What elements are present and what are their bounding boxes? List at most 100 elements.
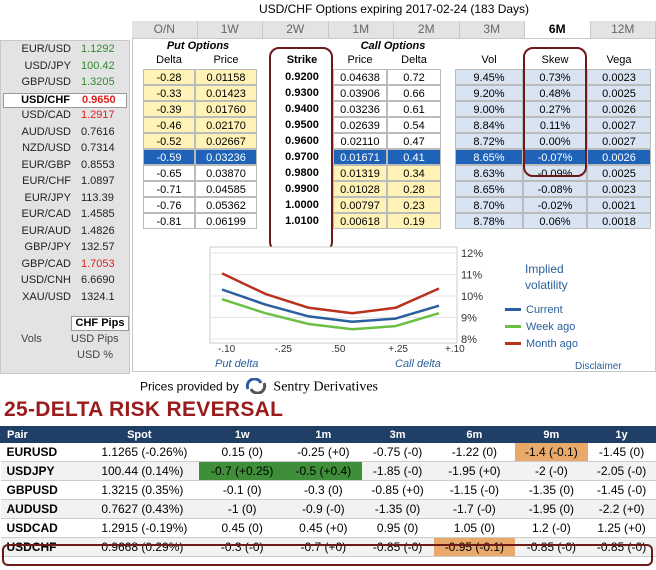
cell-pd[interactable]: -0.71 [143, 181, 195, 197]
cell-vega[interactable]: 0.0025 [587, 85, 651, 101]
tab-3m[interactable]: 3M [459, 21, 525, 38]
cell-cd[interactable]: 0.19 [387, 213, 441, 229]
cell-pd[interactable]: -0.28 [143, 69, 195, 85]
cell-cd[interactable]: 0.41 [387, 149, 441, 165]
cell-cp[interactable]: 0.02110 [333, 133, 387, 149]
cell-cp[interactable]: 0.01671 [333, 149, 387, 165]
pair-row-eurchf[interactable]: EUR/CHF 1.0897 [3, 175, 127, 190]
cell-vol[interactable]: 9.20% [455, 85, 523, 101]
cell-cp[interactable]: 0.01319 [333, 165, 387, 181]
cell-pd[interactable]: -0.52 [143, 133, 195, 149]
cell-skew[interactable]: 0.11% [523, 117, 587, 133]
tab-1m[interactable]: 1M [328, 21, 394, 38]
cell-cp[interactable]: 0.03906 [333, 85, 387, 101]
cell-cd[interactable]: 0.34 [387, 165, 441, 181]
cell-vol[interactable]: 8.78% [455, 213, 523, 229]
tab-6m[interactable]: 6M [525, 21, 591, 38]
pair-row-xauusd[interactable]: XAU/USD 1324.1 [3, 291, 127, 306]
disclaimer-link[interactable]: Disclaimer [575, 361, 622, 372]
cell-vol[interactable]: 9.00% [455, 101, 523, 117]
cell-pp[interactable]: 0.03236 [195, 149, 257, 165]
pair-row-eurcad[interactable]: EUR/CAD 1.4585 [3, 208, 127, 223]
cell-cd[interactable]: 0.61 [387, 101, 441, 117]
cell-cp[interactable]: 0.01028 [333, 181, 387, 197]
cell-vol[interactable]: 8.63% [455, 165, 523, 181]
rr-row-audusd[interactable]: AUDUSD 0.7627 (0.43%) -1 (0) -0.9 (-0) -1.35… [0, 499, 656, 519]
cell-cd[interactable]: 0.72 [387, 69, 441, 85]
tab-12m[interactable]: 12M [590, 21, 656, 38]
cell-vega[interactable]: 0.0023 [587, 181, 651, 197]
rr-row-usdjpy[interactable]: USDJPY 100.44 (0.14%) -0.7 (+0.25) -0.5 (+0… [0, 461, 656, 481]
cell-skew[interactable]: 0.06% [523, 213, 587, 229]
cell-pp[interactable]: 0.04585 [195, 181, 257, 197]
tab-on[interactable]: O/N [132, 21, 198, 38]
cell-pp[interactable]: 0.02667 [195, 133, 257, 149]
pair-row-usdcnh[interactable]: USD/CNH 6.6690 [3, 274, 127, 289]
vols-option-usd-pct[interactable]: USD % [77, 349, 114, 361]
cell-cp[interactable]: 0.03236 [333, 101, 387, 117]
cell-cd[interactable]: 0.47 [387, 133, 441, 149]
provider-name[interactable]: Sentry Derivatives [273, 379, 378, 395]
cell-vega[interactable]: 0.0021 [587, 197, 651, 213]
cell-skew[interactable]: -0.08% [523, 181, 587, 197]
cell-skew[interactable]: -0.02% [523, 197, 587, 213]
pair-row-usdchf[interactable]: USD/CHF 0.9650 [3, 92, 127, 108]
tab-2m[interactable]: 2M [394, 21, 460, 38]
cell-cd[interactable]: 0.28 [387, 181, 441, 197]
tab-2w[interactable]: 2W [263, 21, 329, 38]
cell-cd[interactable]: 0.66 [387, 85, 441, 101]
rr-row-usdcad[interactable]: USDCAD 1.2915 (-0.19%) 0.45 (0) 0.45 (+0) 0.… [0, 518, 656, 538]
pair-row-audusd[interactable]: AUD/USD 0.7616 [3, 126, 127, 141]
cell-vol[interactable]: 8.72% [455, 133, 523, 149]
cell-pd[interactable]: -0.46 [143, 117, 195, 133]
cell-pd[interactable]: -0.65 [143, 165, 195, 181]
cell-vega[interactable]: 0.0027 [587, 133, 651, 149]
cell-skew[interactable]: -0.07% [523, 149, 587, 165]
cell-cd[interactable]: 0.54 [387, 117, 441, 133]
pair-row-eurgbp[interactable]: EUR/GBP 0.8553 [3, 159, 127, 174]
cell-cp[interactable]: 0.02639 [333, 117, 387, 133]
tab-1w[interactable]: 1W [197, 21, 263, 38]
rr-row-eurusd[interactable]: EURUSD 1.1265 (-0.26%) 0.15 (0) -0.25 (+0) -… [0, 442, 656, 462]
cell-pp[interactable]: 0.01423 [195, 85, 257, 101]
cell-pd[interactable]: -0.33 [143, 85, 195, 101]
pair-row-euraud[interactable]: EUR/AUD 1.4826 [3, 225, 127, 240]
cell-vega[interactable]: 0.0023 [587, 69, 651, 85]
vols-option-usd-pips[interactable]: USD Pips [71, 333, 119, 345]
cell-vol[interactable]: 9.45% [455, 69, 523, 85]
cell-pd[interactable]: -0.39 [143, 101, 195, 117]
cell-skew[interactable]: -0.09% [523, 165, 587, 181]
cell-pd[interactable]: -0.76 [143, 197, 195, 213]
cell-cp[interactable]: 0.00797 [333, 197, 387, 213]
cell-cp[interactable]: 0.04638 [333, 69, 387, 85]
vols-selected-chf-pips[interactable]: CHF Pips [71, 316, 129, 331]
cell-pp[interactable]: 0.01760 [195, 101, 257, 117]
cell-pd[interactable]: -0.59 [143, 149, 195, 165]
cell-pp[interactable]: 0.05362 [195, 197, 257, 213]
cell-vega[interactable]: 0.0027 [587, 117, 651, 133]
cell-vega[interactable]: 0.0018 [587, 213, 651, 229]
cell-pp[interactable]: 0.06199 [195, 213, 257, 229]
cell-vega[interactable]: 0.0025 [587, 165, 651, 181]
pair-row-gbpusd[interactable]: GBP/USD 1.3205 [3, 76, 127, 91]
cell-vega[interactable]: 0.0026 [587, 101, 651, 117]
cell-cd[interactable]: 0.23 [387, 197, 441, 213]
pair-row-gbpjpy[interactable]: GBP/JPY 132.57 [3, 241, 127, 256]
cell-vega[interactable]: 0.0026 [587, 149, 651, 165]
pair-row-usdcad[interactable]: USD/CAD 1.2917 [3, 109, 127, 124]
rr-row-gbpusd[interactable]: GBPUSD 1.3215 (0.35%) -0.1 (0) -0.3 (0) -0.8… [0, 480, 656, 500]
cell-vol[interactable]: 8.65% [455, 149, 523, 165]
cell-skew[interactable]: 0.27% [523, 101, 587, 117]
cell-pp[interactable]: 0.01158 [195, 69, 257, 85]
cell-cp[interactable]: 0.00618 [333, 213, 387, 229]
cell-vol[interactable]: 8.84% [455, 117, 523, 133]
cell-pp[interactable]: 0.02170 [195, 117, 257, 133]
pair-row-gbpcad[interactable]: GBP/CAD 1.7053 [3, 258, 127, 273]
rr-row-usdchf[interactable]: USDCHF 0.9668 (0.29%) -0.3 (-0) -0.7 (+0) -0… [0, 537, 656, 557]
pair-row-usdjpy[interactable]: USD/JPY 100.42 [3, 60, 127, 75]
pair-row-eurusd[interactable]: EUR/USD 1.1292 [3, 43, 127, 58]
cell-vol[interactable]: 8.65% [455, 181, 523, 197]
pair-row-nzdusd[interactable]: NZD/USD 0.7314 [3, 142, 127, 157]
cell-pd[interactable]: -0.81 [143, 213, 195, 229]
cell-vol[interactable]: 8.70% [455, 197, 523, 213]
